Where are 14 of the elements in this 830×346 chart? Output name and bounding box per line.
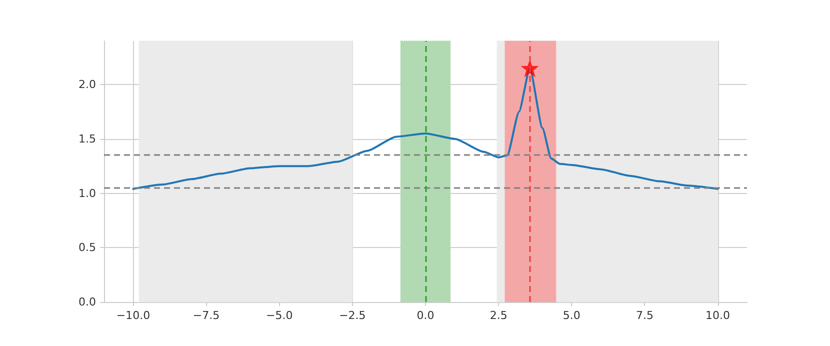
x-tick-label: 7.5 — [636, 309, 654, 322]
y-tick-label: 0.0 — [78, 296, 96, 308]
x-tick-label: 10.0 — [706, 309, 730, 322]
y-tick-label: 2.0 — [78, 78, 96, 91]
x-tick-label: −2.5 — [339, 309, 366, 322]
x-tick-label: 0.0 — [416, 309, 434, 322]
x-tick-label: −10.0 — [116, 309, 150, 322]
y-tick-label: 0.5 — [78, 241, 96, 254]
x-tick-label: −5.0 — [266, 309, 293, 322]
y-tick-label: 1.0 — [78, 186, 96, 200]
x-tick-label: −7.5 — [192, 309, 220, 322]
x-tick-label: 2.5 — [490, 309, 508, 322]
y-tick-label: 1.5 — [78, 132, 96, 146]
x-tick-label: 5.0 — [562, 309, 580, 322]
